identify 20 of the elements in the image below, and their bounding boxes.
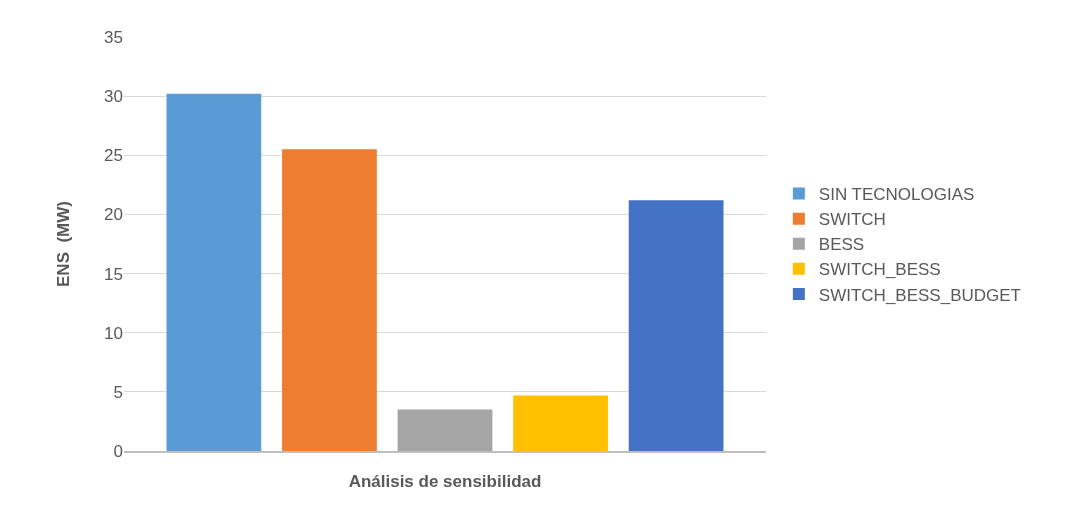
y-tick-label: 10 bbox=[104, 323, 123, 343]
bar bbox=[282, 149, 377, 451]
y-tick-label: 5 bbox=[113, 382, 123, 402]
legend-label: BESS bbox=[818, 235, 865, 255]
legend-label: SIN TECNOLOGIAS bbox=[818, 185, 975, 205]
y-tick-label: 35 bbox=[104, 27, 123, 47]
legend-label: SWITCH_BESS bbox=[818, 260, 941, 280]
y-tick-label: 25 bbox=[104, 146, 123, 166]
bar bbox=[628, 200, 724, 451]
legend-label: SWITCH_BESS_BUDGET bbox=[818, 285, 1021, 305]
legend-label: SWITCH bbox=[818, 210, 886, 230]
y-tick-label: 15 bbox=[104, 264, 123, 284]
y-tick-label: 30 bbox=[104, 87, 123, 107]
x-axis-title: Análisis de sensibilidad bbox=[348, 472, 542, 492]
y-tick-label: 0 bbox=[113, 441, 123, 461]
y-axis-title: ENS (MW) bbox=[53, 201, 73, 287]
bar bbox=[513, 395, 608, 451]
y-tick-label: 20 bbox=[104, 205, 123, 225]
bar bbox=[166, 93, 262, 451]
bar bbox=[397, 409, 493, 451]
